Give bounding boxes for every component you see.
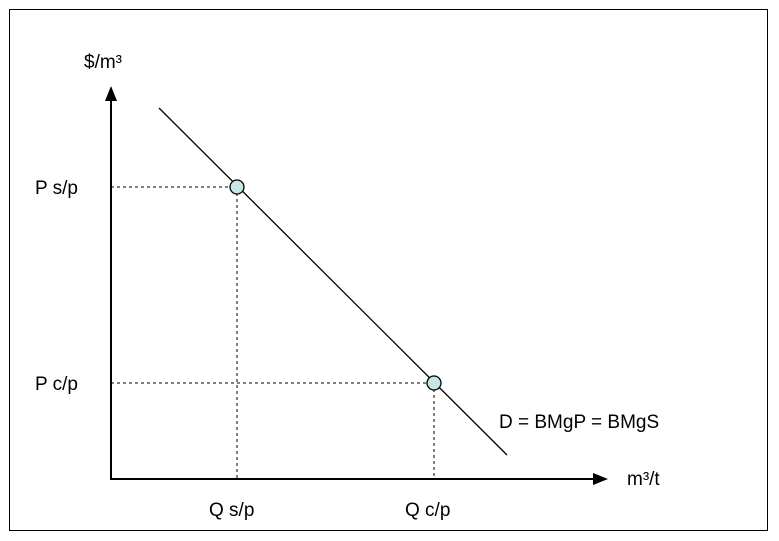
quantity-label-cp: Q c/p xyxy=(405,500,450,521)
quantity-label-sp: Q s/p xyxy=(209,500,254,521)
x-axis-arrow xyxy=(593,473,608,485)
demand-curve-label: D = BMgP = BMgS xyxy=(499,412,659,433)
y-axis-label: $/m³ xyxy=(84,52,122,73)
price-label-sp: P s/p xyxy=(35,178,78,199)
point-sp xyxy=(229,179,245,195)
y-axis-arrow xyxy=(105,86,117,101)
diagram-frame xyxy=(9,9,768,531)
point-cp xyxy=(426,375,442,391)
demand-line xyxy=(158,107,508,456)
price-label-cp: P c/p xyxy=(35,374,78,395)
x-axis-label: m³/t xyxy=(627,469,660,490)
